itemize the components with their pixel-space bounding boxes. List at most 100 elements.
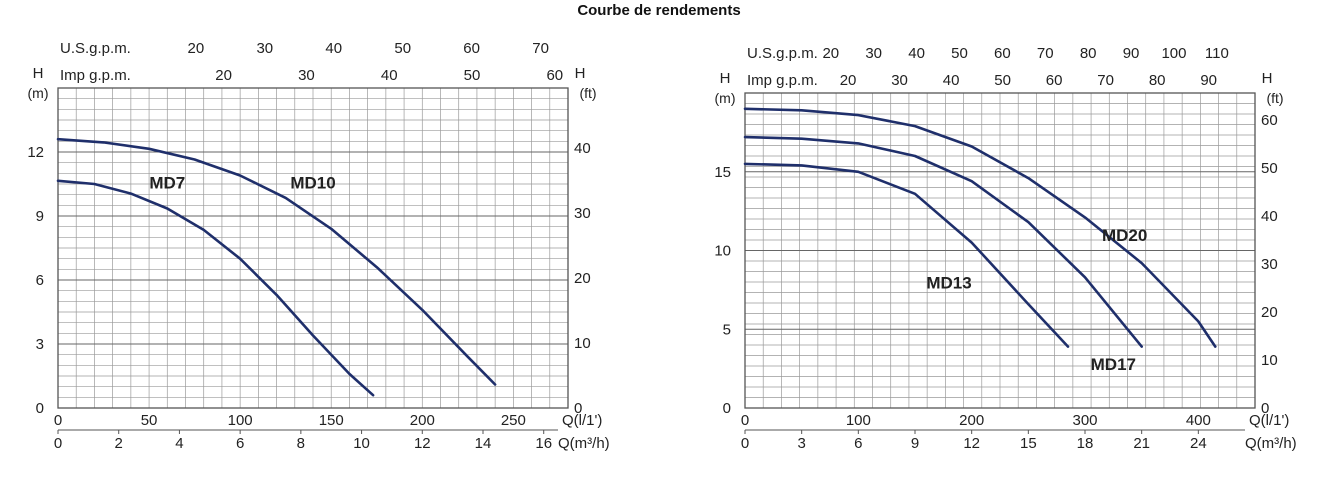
top-tick-label-usgpm: 20 — [188, 40, 205, 57]
x-tick-label-m3h: 12 — [414, 435, 431, 452]
top-tick-label-impgpm: 50 — [994, 72, 1011, 89]
x-tick-label-lpm: 400 — [1186, 412, 1211, 429]
top-tick-label-usgpm: 70 — [532, 40, 549, 57]
x-tick-label-lpm: 0 — [54, 412, 62, 429]
x-axis-label-lpm: Q(l/1') — [562, 412, 602, 429]
top-tick-label-impgpm: 50 — [464, 67, 481, 84]
y-tick-label-ft: 40 — [574, 140, 591, 157]
x-tick-label-m3h: 24 — [1190, 435, 1207, 452]
x-tick-label-lpm: 250 — [501, 412, 526, 429]
top-tick-label-impgpm: 90 — [1200, 72, 1217, 89]
y-axis-letter-right: H — [575, 65, 586, 82]
x-tick-label-m3h: 2 — [115, 435, 123, 452]
series-label-md17: MD17 — [1091, 355, 1136, 374]
y-tick-label-ft: 0 — [1261, 400, 1269, 417]
series-label-md7: MD7 — [149, 173, 185, 192]
x-tick-label-lpm: 300 — [1072, 412, 1097, 429]
top-tick-label-usgpm: 30 — [865, 45, 882, 62]
top-tick-label-impgpm: 30 — [298, 67, 315, 84]
x-tick-label-m3h: 0 — [741, 435, 749, 452]
top-tick-label-usgpm: 90 — [1123, 45, 1140, 62]
top-tick-label-impgpm: 20 — [215, 67, 232, 84]
y-tick-label-m: 12 — [27, 144, 44, 161]
x-tick-label-lpm: 50 — [141, 412, 158, 429]
y-tick-label-m: 5 — [723, 321, 731, 338]
y-tick-label-ft: 10 — [1261, 352, 1278, 369]
top-tick-label-impgpm: 60 — [1046, 72, 1063, 89]
x-tick-label-m3h: 18 — [1077, 435, 1094, 452]
y-tick-label-ft: 60 — [1261, 112, 1278, 129]
top-tick-label-usgpm: 80 — [1080, 45, 1097, 62]
x-tick-label-m3h: 6 — [236, 435, 244, 452]
y-tick-label-ft: 20 — [574, 270, 591, 287]
top-tick-label-impgpm: 40 — [943, 72, 960, 89]
x-tick-label-lpm: 200 — [959, 412, 984, 429]
x-tick-label-m3h: 14 — [475, 435, 492, 452]
x-axis-label-m3h: Q(m³/h) — [558, 435, 610, 452]
y-tick-label-ft: 0 — [574, 400, 582, 417]
x-axis-label-lpm: Q(l/1') — [1249, 412, 1289, 429]
top-tick-label-impgpm: 80 — [1149, 72, 1166, 89]
top-tick-label-usgpm: 70 — [1037, 45, 1054, 62]
top-tick-label-impgpm: 70 — [1097, 72, 1114, 89]
x-tick-label-m3h: 4 — [175, 435, 183, 452]
series-label-md13: MD13 — [926, 273, 971, 292]
x-tick-label-m3h: 16 — [535, 435, 552, 452]
top-tick-label-usgpm: 60 — [994, 45, 1011, 62]
y-tick-label-ft: 30 — [1261, 256, 1278, 273]
curve-md17 — [743, 135, 1143, 348]
top-tick-label-impgpm: 60 — [546, 67, 563, 84]
curve-md13 — [743, 162, 1070, 348]
y-tick-label-m: 0 — [36, 400, 44, 417]
x-tick-label-m3h: 10 — [353, 435, 370, 452]
x-tick-label-m3h: 21 — [1133, 435, 1150, 452]
y-axis-letter-left: H — [33, 65, 44, 82]
curve-md20 — [743, 107, 1217, 348]
top-tick-label-usgpm: 110 — [1205, 45, 1229, 62]
top-tick-label-impgpm: 30 — [891, 72, 908, 89]
x-tick-label-m3h: 9 — [911, 435, 919, 452]
x-tick-label-lpm: 150 — [319, 412, 344, 429]
x-tick-label-m3h: 8 — [297, 435, 305, 452]
top-tick-label-usgpm: 100 — [1161, 45, 1186, 62]
x-tick-label-lpm: 0 — [741, 412, 749, 429]
x-tick-label-m3h: 6 — [854, 435, 862, 452]
top-axis-label-impgpm: Imp g.p.m. — [747, 72, 818, 89]
x-tick-label-m3h: 3 — [797, 435, 805, 452]
y-tick-label-ft: 50 — [1261, 160, 1278, 177]
x-tick-label-lpm: 100 — [228, 412, 253, 429]
x-axis-label-m3h: Q(m³/h) — [1245, 435, 1297, 452]
top-tick-label-impgpm: 40 — [381, 67, 398, 84]
top-tick-label-usgpm: 60 — [463, 40, 480, 57]
curve-md10 — [56, 137, 497, 386]
x-tick-label-m3h: 0 — [54, 435, 62, 452]
y-tick-label-m: 3 — [36, 336, 44, 353]
top-axis-label-usgpm: U.S.g.p.m. — [747, 45, 818, 62]
top-tick-label-usgpm: 20 — [822, 45, 839, 62]
y-tick-label-ft: 10 — [574, 335, 591, 352]
y-tick-label-m: 9 — [36, 208, 44, 225]
y-tick-label-ft: 30 — [574, 205, 591, 222]
plot-frame — [57, 87, 569, 409]
y-tick-label-m: 15 — [714, 164, 731, 181]
x-tick-label-lpm: 100 — [846, 412, 871, 429]
y-axis-letter-left: H — [720, 70, 731, 87]
curve-md7 — [56, 179, 375, 397]
x-tick-label-m3h: 15 — [1020, 435, 1037, 452]
top-tick-label-usgpm: 40 — [325, 40, 342, 57]
series-label-md10: MD10 — [290, 173, 335, 192]
top-tick-label-usgpm: 50 — [394, 40, 411, 57]
y-tick-label-m: 6 — [36, 272, 44, 289]
y-tick-label-m: 10 — [714, 243, 731, 260]
y-tick-label-ft: 40 — [1261, 208, 1278, 225]
top-tick-label-usgpm: 40 — [908, 45, 925, 62]
top-axis-label-usgpm: U.S.g.p.m. — [60, 40, 131, 57]
y-tick-label-m: 0 — [723, 400, 731, 417]
y-axis-unit-right: (ft) — [579, 85, 596, 101]
y-tick-label-ft: 20 — [1261, 304, 1278, 321]
y-axis-unit-left: (m) — [715, 90, 736, 106]
page-title: Courbe de rendements — [577, 2, 741, 19]
